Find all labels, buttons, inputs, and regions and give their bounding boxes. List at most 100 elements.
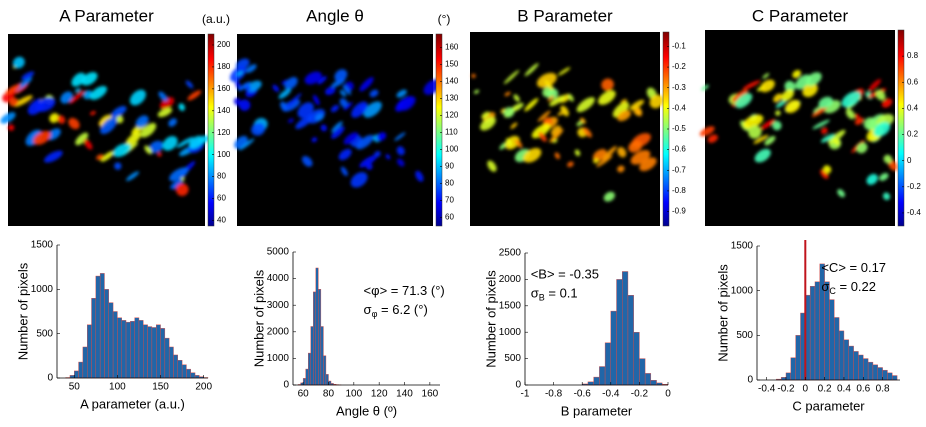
x-tick-label: 100 [109,382,126,393]
histogram-bar [99,273,105,379]
colorbar-tick-label: 130 [445,94,459,103]
map-feature [396,89,407,98]
map-feature [731,89,749,102]
map-feature [617,110,631,122]
y-tick-label: 1000 [731,285,754,296]
colorbar-tick-label: 40 [217,216,226,225]
map-feature [9,97,19,107]
map-feature [178,103,186,111]
map-feature [833,138,840,146]
histogram-bar [838,330,845,381]
map-feature [43,150,63,163]
map-feature [617,147,627,158]
map-feature [480,116,496,131]
map-feature [111,105,127,118]
annotation-text: σ [364,302,372,317]
map-feature [188,135,204,149]
y-tick-label: 1000 [267,353,290,364]
histogram-bar [650,380,657,386]
map-feature [524,98,539,112]
y-tick-label: 500 [504,353,521,364]
map-feature [504,91,511,97]
map-feature [75,132,89,146]
histogram-bar [848,345,854,381]
x-tick-label: 100 [345,389,362,400]
map-feature [288,118,294,123]
map-feature [315,113,325,121]
y-axis-label: Number of pixels [251,269,266,367]
histogram-bar [78,361,84,379]
map-feature [875,89,886,101]
map-feature [701,84,709,91]
map-feature [503,69,520,85]
map-feature [301,155,313,167]
map-feature [576,97,595,113]
annotation-subscript: φ [372,309,378,319]
y-tick-label: 1500 [31,240,54,251]
y-tick-label: 500 [36,328,53,339]
map-feature [538,132,547,142]
colorbar-tick-label: -0.4 [907,208,921,217]
colorbar-unit: (a.u.) [202,12,230,26]
map-feature [236,71,244,76]
map-features [699,69,898,201]
x-axis-label: A parameter (a.u.) [80,396,185,411]
map-feature [60,91,73,104]
annotation: σB = 0.1 [531,286,578,303]
map-feature [557,111,565,116]
histogram-bar [872,364,878,381]
y-tick-label: 1000 [499,327,522,338]
colorbar-tick-label: 60 [445,213,454,222]
histogram-bar [320,326,324,386]
map-feature [596,155,613,167]
map-feature [630,150,651,165]
map-feature [760,79,775,93]
map-feature [71,72,86,87]
map-feature [49,113,60,123]
histogram-bar [616,279,623,386]
colorbar-tick-label: 70 [445,196,454,205]
x-tick-label: 150 [152,382,169,393]
histogram-bar [639,358,646,386]
colorbar-tick-label: 60 [217,194,226,203]
map-feature [537,110,551,122]
histogram-bar [308,352,311,386]
map-feature [754,148,771,163]
map-feature [742,80,761,90]
x-tick-label: 0 [803,384,809,395]
map-feature [245,64,257,73]
map-feature [854,113,860,120]
map-feature [603,191,615,202]
annotation-text: = 0.22 [836,279,876,294]
y-tick-label: 2000 [267,326,290,337]
histogram-bar [780,377,787,381]
map-feature [112,143,131,157]
map-feature [356,134,374,150]
x-tick-label: 0.2 [818,384,832,395]
map-feature [629,99,645,111]
map-feature [639,157,657,172]
map-feature [471,73,476,79]
histogram-bar [130,321,135,379]
colorbar-tick-label: 140 [445,77,459,86]
colorbar [897,29,905,227]
map-feature [282,99,301,112]
map-feature [148,140,164,154]
map-feature [47,128,61,141]
colorbar-tick-label: -0.2 [672,62,686,71]
map-feature [580,117,586,124]
map-feature [331,126,345,139]
map-feature [792,69,802,79]
y-tick-label: 1500 [731,241,754,252]
histogram-bar [633,332,640,386]
map-feature [100,117,118,135]
map-feature [144,145,152,155]
histogram-bar [877,367,883,381]
map-feature [5,84,21,95]
colorbar-tick-label: 0 [907,156,912,165]
histogram-bar [853,351,859,381]
y-tick-label: 2500 [499,248,522,259]
map-feature [628,140,643,153]
colorbar-tick-label: 160 [445,43,459,52]
colorbar-tick-label: 80 [217,172,226,181]
